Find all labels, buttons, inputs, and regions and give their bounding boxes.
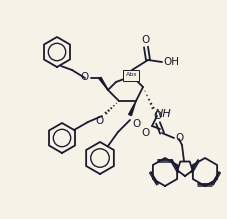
Text: O: O	[95, 116, 104, 126]
Text: NH: NH	[154, 109, 171, 119]
Text: Abs: Abs	[126, 72, 137, 78]
FancyBboxPatch shape	[123, 69, 139, 81]
Text: O: O	[153, 111, 161, 121]
Polygon shape	[128, 101, 135, 116]
Text: O: O	[174, 133, 183, 143]
Text: O: O	[141, 128, 149, 138]
Text: O: O	[131, 119, 140, 129]
Polygon shape	[99, 77, 108, 90]
Text: OH: OH	[162, 57, 178, 67]
Text: O: O	[141, 35, 149, 45]
Text: O: O	[80, 72, 89, 82]
